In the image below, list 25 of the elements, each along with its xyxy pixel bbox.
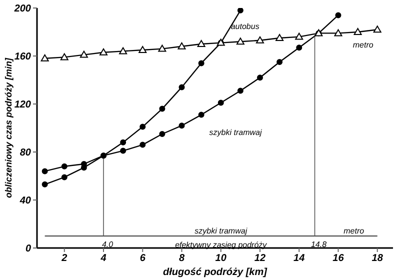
annotation: metro [344, 226, 365, 236]
y-tick-label: 0 [25, 244, 32, 255]
y-tick-label: 160 [14, 52, 32, 63]
x-tick-label: 12 [254, 253, 266, 264]
y-tick-label: 80 [20, 148, 32, 159]
x-tick-label: 8 [178, 253, 185, 264]
x-tick-label: 16 [332, 253, 344, 264]
annotation: szybki tramwaj [194, 226, 248, 236]
series-label: metro [352, 40, 374, 50]
x-tick-label: 10 [215, 253, 227, 264]
annotation: 14.8 [310, 240, 328, 250]
x-tick-label: 2 [60, 253, 68, 264]
x-tick-label: 14 [294, 253, 306, 264]
x-tick-label: 6 [140, 253, 146, 264]
series-label: szybki tramwaj [209, 128, 262, 137]
annotation: efektywny zasięg podróży [175, 240, 268, 250]
series-label: autobus [230, 22, 260, 31]
y-axis-title: obliczeniowy czas podróży [min] [3, 56, 14, 198]
y-tick-label: 40 [18, 196, 32, 207]
y-tick-label: 120 [14, 100, 32, 111]
x-axis-title: długość podróży [km] [163, 267, 268, 278]
annotation: 4.0 [102, 240, 114, 250]
x-tick-label: 18 [372, 253, 384, 264]
y-tick-label: 200 [13, 4, 32, 15]
x-tick-label: 4 [100, 253, 107, 264]
